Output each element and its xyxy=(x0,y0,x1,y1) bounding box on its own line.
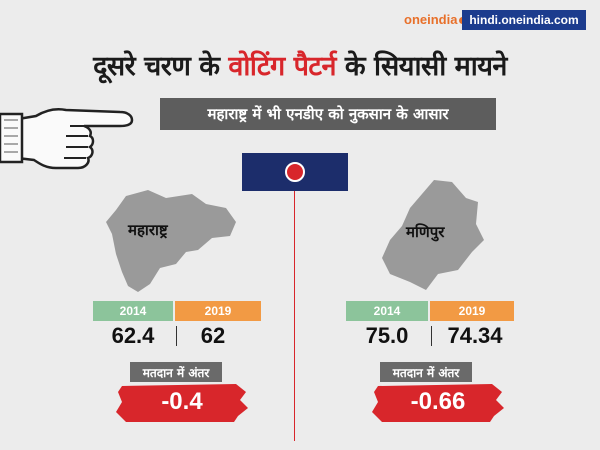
turnout-diff-label: मतदान में अंतर xyxy=(130,362,222,382)
brush-stroke xyxy=(372,384,504,422)
brand-url[interactable]: hindi.oneindia.com xyxy=(462,10,586,30)
brand-logo[interactable]: oneindia xyxy=(404,12,467,27)
center-divider xyxy=(294,191,295,441)
maharashtra-2014-value: 62.4 xyxy=(111,323,155,348)
state-label-maharashtra: महाराष्ट्र xyxy=(128,221,168,239)
record-toggle[interactable] xyxy=(242,153,348,191)
value-separator xyxy=(431,326,432,346)
year-2014-label: 2014 xyxy=(346,301,428,321)
year-2019-label: 2019 xyxy=(430,301,514,321)
year-2019-label: 2019 xyxy=(175,301,261,321)
manipur-2019-value: 74.34 xyxy=(447,323,503,348)
manipur-diff-value: -0.66 xyxy=(410,388,466,415)
maharashtra-diff-value: -0.4 xyxy=(161,388,203,415)
maharashtra-2019-value: 62 xyxy=(200,323,226,348)
record-dot-icon xyxy=(285,162,305,182)
subtitle-banner: महाराष्ट्र में भी एनडीए को नुकसान के आसा… xyxy=(160,98,496,130)
state-label-manipur: मणिपुर xyxy=(406,223,445,241)
value-separator xyxy=(176,326,177,346)
title-highlight: वोटिंग पैटर्न xyxy=(228,51,337,82)
manipur-map xyxy=(382,180,484,290)
year-2014-label: 2014 xyxy=(93,301,173,321)
title-part-2: के सियासी मायने xyxy=(336,51,507,82)
turnout-diff-label: मतदान में अंतर xyxy=(380,362,472,382)
pointing-hand-icon xyxy=(0,108,134,170)
brush-stroke xyxy=(116,384,248,422)
maharashtra-map xyxy=(106,190,236,292)
page-title: दूसरे चरण के वोटिंग पैटर्न के सियासी माय… xyxy=(0,46,600,83)
brand-logo-text: oneindia xyxy=(404,12,458,27)
manipur-2014-value: 75.0 xyxy=(365,323,409,348)
title-part-1: दूसरे चरण के xyxy=(93,51,229,82)
